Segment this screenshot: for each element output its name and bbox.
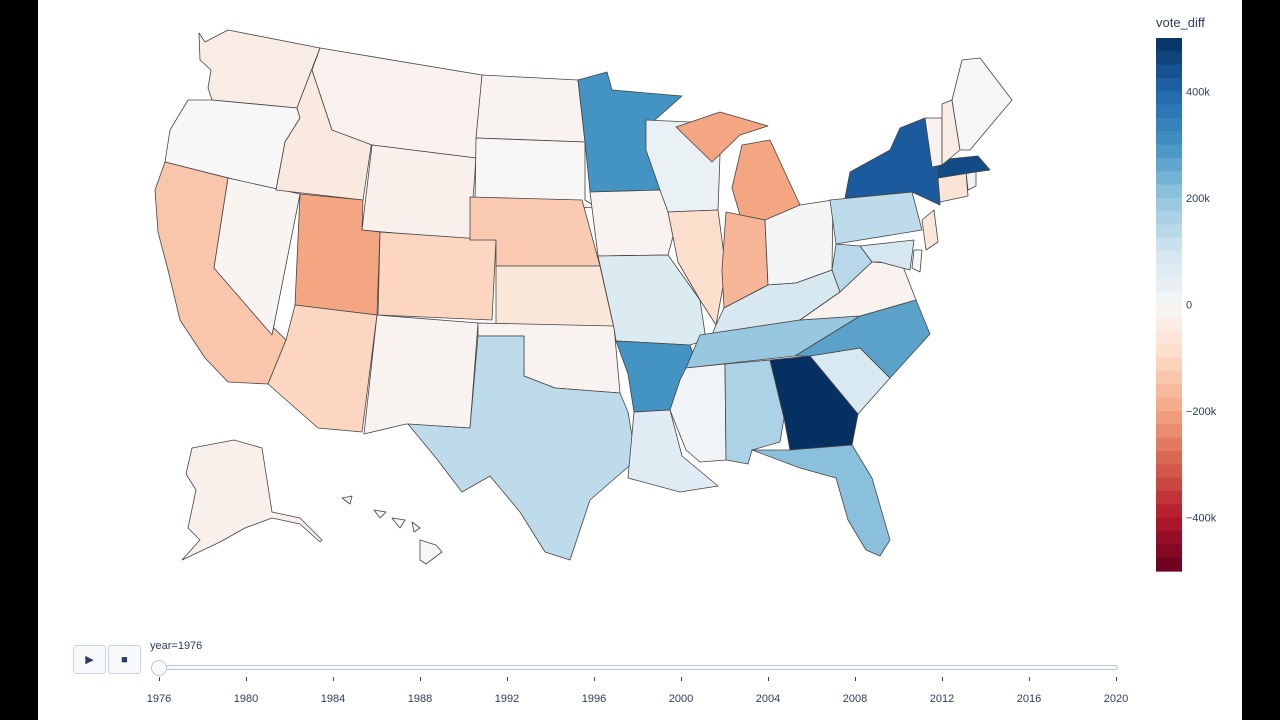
colorbar-band [1156, 517, 1182, 532]
colorbar-band [1156, 531, 1182, 545]
stop-icon: ■ [121, 653, 128, 666]
slider-tick-label[interactable]: 2020 [1103, 693, 1129, 705]
colorbar: vote_diff 400k 200k 0 −200k −400k [1156, 15, 1217, 572]
slider-tick-label[interactable]: 2004 [755, 693, 781, 705]
state-md[interactable] [859, 239, 915, 271]
state-co[interactable] [377, 231, 497, 321]
state-ny[interactable] [844, 117, 941, 206]
colorbar-band [1156, 411, 1182, 426]
slider-current-value: year=1976 [150, 640, 203, 652]
slider-tick [942, 677, 943, 681]
colorbar-band [1156, 557, 1182, 572]
slider-tick [1029, 677, 1030, 681]
colorbar-title: vote_diff [1156, 15, 1205, 30]
slider-tick [768, 677, 769, 681]
colorbar-band [1156, 237, 1182, 252]
colorbar-band [1156, 397, 1182, 412]
colorbar-band [1156, 51, 1182, 66]
colorbar-tick-label: 400k [1186, 86, 1210, 98]
state-ma[interactable] [937, 155, 991, 179]
colorbar-band [1156, 131, 1182, 146]
colorbar-band [1156, 504, 1182, 519]
slider-tick [594, 677, 595, 681]
state-de[interactable] [911, 249, 923, 273]
colorbar-band [1156, 451, 1182, 465]
colorbar-band [1156, 184, 1182, 199]
state-fl[interactable] [751, 444, 891, 557]
colorbar-band [1156, 77, 1182, 92]
slider-tick-label[interactable]: 1992 [494, 693, 520, 705]
colorbar-band [1156, 464, 1182, 479]
colorbar-band [1156, 224, 1182, 239]
slider-tick-label[interactable]: 2000 [668, 693, 694, 705]
colorbar-band [1156, 491, 1182, 505]
colorbar-band [1156, 544, 1182, 559]
colorbar-band [1156, 117, 1182, 132]
colorbar-band [1156, 251, 1182, 266]
slider-tick-label[interactable]: 2012 [929, 693, 955, 705]
slider-tick [246, 677, 247, 681]
slider-tick-label[interactable]: 1984 [320, 693, 346, 705]
slider-tick-label[interactable]: 1996 [581, 693, 607, 705]
colorbar-band [1156, 91, 1182, 106]
slider-tick [507, 677, 508, 681]
colorbar-band [1156, 171, 1182, 186]
colorbar-band [1156, 384, 1182, 399]
colorbar-band [1156, 291, 1182, 306]
slider-tick-label[interactable]: 2016 [1016, 693, 1042, 705]
play-button[interactable]: ▶ [73, 645, 106, 674]
state-ks[interactable] [495, 265, 615, 329]
slider-tick [681, 677, 682, 681]
colorbar-band [1156, 264, 1182, 279]
colorbar-band [1156, 437, 1182, 452]
colorbar-band [1156, 64, 1182, 79]
state-tx[interactable] [407, 335, 637, 561]
stop-button[interactable]: ■ [108, 645, 141, 674]
colorbar-tick-label: −200k [1186, 406, 1217, 418]
colorbar-band [1156, 344, 1182, 359]
colorbar-band [1156, 157, 1182, 172]
state-ri[interactable] [965, 171, 977, 191]
colorbar-band [1156, 197, 1182, 212]
colorbar-band [1156, 371, 1182, 386]
colorbar-tick-label: −400k [1186, 513, 1217, 525]
colorbar-band [1156, 304, 1182, 319]
colorbar-band [1156, 477, 1182, 492]
colorbar-tick-label: 200k [1186, 193, 1210, 205]
colorbar-band [1156, 144, 1182, 159]
state-ak[interactable] [181, 439, 323, 561]
state-hi[interactable] [341, 495, 443, 565]
colorbar-band [1156, 104, 1182, 119]
slider-tick [333, 677, 334, 681]
colorbar-tick-label: 0 [1186, 300, 1192, 312]
colorbar-band [1156, 38, 1182, 52]
colorbar-band [1156, 317, 1182, 332]
state-az[interactable] [267, 304, 378, 433]
colorbar-band [1156, 211, 1182, 226]
slider-tick-label[interactable]: 1976 [146, 693, 172, 705]
colorbar-band [1156, 277, 1182, 292]
slider-tick [159, 677, 160, 681]
slider-tick-label[interactable]: 1980 [233, 693, 259, 705]
play-icon: ▶ [85, 654, 94, 666]
state-nm[interactable] [363, 314, 479, 435]
slider-tick [420, 677, 421, 681]
colorbar-band [1156, 424, 1182, 439]
slider-tick-label[interactable]: 2008 [842, 693, 868, 705]
state-pa[interactable] [829, 191, 923, 245]
year-slider-handle[interactable] [151, 660, 167, 676]
slider-tick [855, 677, 856, 681]
slider-tick-label[interactable]: 1988 [407, 693, 433, 705]
colorbar-band [1156, 331, 1182, 346]
year-slider-track[interactable] [157, 665, 1118, 670]
state-me[interactable] [951, 57, 1013, 151]
colorbar-band [1156, 357, 1182, 372]
state-wy[interactable] [361, 144, 477, 241]
state-nd[interactable] [475, 74, 586, 143]
state-nj[interactable] [921, 209, 939, 251]
slider-tick [1116, 677, 1117, 681]
